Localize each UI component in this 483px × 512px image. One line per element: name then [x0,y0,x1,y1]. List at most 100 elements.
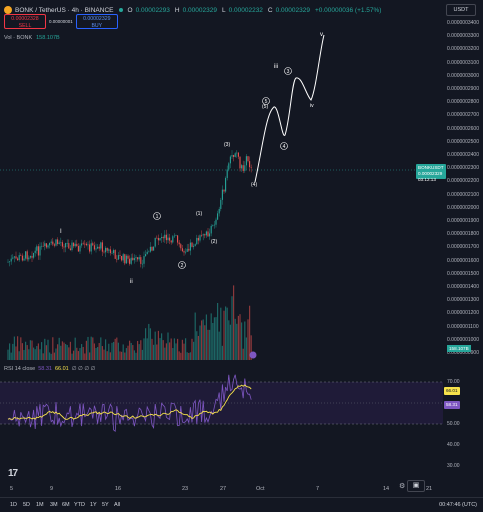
gear-icon[interactable]: ⚙ [399,483,406,490]
candle-body [237,152,239,157]
tradingview-logo[interactable]: 17 [8,468,18,479]
volume-bar [201,320,203,360]
candle-body [7,261,9,263]
price-axis[interactable]: 0.0000003400 0.0000003300 0.0000003200 0.00… [443,0,483,490]
sell-button[interactable]: 0.00002328 SELL [4,14,46,29]
wave-label-c1: 1 [156,214,159,220]
range-all-button[interactable]: All [114,502,121,508]
candle-body [117,255,119,260]
price-tag-symbol: BONKUSDT [418,165,444,170]
volume-bar [121,351,123,360]
wave-circle-3 [284,67,292,75]
volume-bar [149,328,151,360]
volume-bar [130,342,132,360]
candle-body [92,243,94,246]
candle-body [55,239,57,246]
rsi-tick-40: 40.00 [447,442,460,448]
volume-bar [44,338,46,360]
range-3m-button[interactable]: 3M [50,502,58,508]
candle-body [28,257,30,260]
symbol-title[interactable]: BONK / TetherUS · 4h · BINANCE [15,6,114,14]
currency-selector[interactable]: USDT [446,4,476,16]
wave-label-iii: iii [274,64,278,70]
candle-body [12,257,14,259]
candle-body [82,243,84,245]
volume-bar [164,347,166,360]
time-tick: 5 [10,486,14,492]
volume-bar [209,329,211,360]
ohlc-high-value: 0.00002329 [182,6,217,14]
candle-body [61,242,63,247]
price-tick: 0.0000001800 [447,231,479,238]
ohlc-change-value: +0.00000036 (+1.57%) [314,6,382,14]
volume-bar [173,338,175,360]
candle-body [47,245,49,248]
volume-bar [127,345,129,360]
candle-body [77,245,79,252]
volume-legend[interactable]: Vol · BONK 158.107B [4,35,60,41]
range-ytd-button[interactable]: YTD [74,502,85,508]
time-tick: 16 [115,486,122,492]
volume-bar [162,340,164,360]
volume-bar [148,323,150,360]
volume-bar [50,353,52,360]
price-tick: 0.0000001700 [447,244,479,251]
price-tick: 0.0000003000 [447,72,479,79]
utc-clock[interactable]: 00:47:46 (UTC) [439,502,477,508]
range-1m-button[interactable]: 1M [36,502,44,508]
candle-body [87,244,89,246]
range-5d-button[interactable]: 5D [23,502,31,508]
candle-body [245,156,247,166]
candle-body [10,258,12,262]
candle-body [124,254,126,264]
buy-button[interactable]: 0.00002329 BUY [75,14,118,29]
candle-body [148,251,150,253]
chart-marker-icon [249,351,257,359]
price-tick: 0.0000001400 [447,284,479,290]
volume-bar [84,353,86,360]
volume-bar [239,314,241,360]
candle-body [178,242,180,245]
range-1y-button[interactable]: 1Y [90,502,97,508]
candle-body [34,250,36,253]
candle-body [133,258,135,261]
wave-labels: I ii iii iv v (1) (2) (3) (4) (5) [60,32,323,285]
candle-body [154,237,156,247]
rsi-legend[interactable]: RSI 14 close 58.31 66.01 ∅ ∅ ∅ ∅ [4,366,95,372]
candle-body [143,256,145,264]
candle-body [39,246,41,256]
volume-bar [103,349,105,360]
candle-body [111,253,113,254]
sell-label: SELL [18,22,32,29]
volume-bar [161,333,163,360]
candle-body [161,237,163,239]
volume-bar [34,349,36,360]
buy-label: BUY [91,22,103,29]
volume-bar [245,337,247,360]
price-tick: 0.0000003400 [447,20,479,26]
volume-bar [17,336,19,360]
screenshot-icon[interactable]: ▣ [407,480,425,492]
volume-bar [140,340,142,360]
wave-label-iv: iv [310,103,314,109]
candle-body [140,257,142,264]
ohlc-open-key: O [127,6,133,14]
volume-bar [181,339,183,360]
range-5y-button[interactable]: 5Y [102,502,109,508]
rsi-axis[interactable]: 70.00 50.00 40.00 30.00 [443,370,483,480]
volume-bar [188,352,190,360]
candle-body [241,165,243,169]
time-axis[interactable]: 5 9 16 23 27 Oct 7 14 21 [0,484,443,494]
candle-body [196,237,198,245]
volume-bar [194,312,196,360]
volume-bar [172,348,174,360]
candle-body [146,251,148,255]
volume-bar [143,338,145,360]
range-6m-button[interactable]: 6M [62,502,70,508]
price-chart[interactable]: I ii iii iv v (1) (2) (3) (4) (5) 1 2 3 … [0,0,443,484]
range-1d-button[interactable]: 1D [10,502,18,508]
volume-bar [53,352,55,360]
volume-bar [199,325,201,360]
wave-label-I: I [60,229,62,235]
candle-body [183,251,185,253]
